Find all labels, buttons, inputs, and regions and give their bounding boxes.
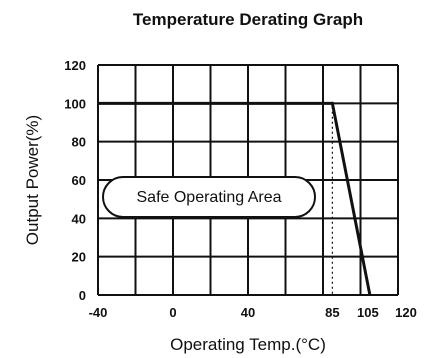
x-tick-label: 105 [357, 305, 379, 320]
x-tick-label: 40 [241, 305, 255, 320]
y-axis-title: Output Power(%) [23, 115, 42, 245]
y-tick-labels: 0 20 40 60 80 100 120 [64, 58, 86, 303]
y-tick-label: 120 [64, 58, 86, 73]
y-tick-label: 0 [79, 288, 86, 303]
x-tick-label: 85 [325, 305, 339, 320]
x-tick-label: 120 [395, 305, 417, 320]
chart-title: Temperature Derating Graph [133, 10, 363, 29]
annotation-box [102, 176, 316, 218]
x-tick-labels: -40 0 40 85 105 120 [89, 305, 417, 320]
safe-operating-area-label: Safe Operating Area [102, 176, 316, 218]
series-group [98, 101, 372, 296]
y-tick-label: 60 [72, 173, 86, 188]
y-tick-label: 80 [72, 135, 86, 150]
series-line-output-power [98, 101, 372, 296]
x-axis-title: Operating Temp.(°C) [170, 335, 326, 354]
y-tick-label: 100 [64, 96, 86, 111]
y-tick-label: 20 [72, 250, 86, 265]
x-tick-label: -40 [89, 305, 108, 320]
y-tick-label: 40 [72, 211, 86, 226]
annotation-text: Safe Operating Area [137, 189, 282, 206]
x-tick-label: 0 [169, 305, 176, 320]
